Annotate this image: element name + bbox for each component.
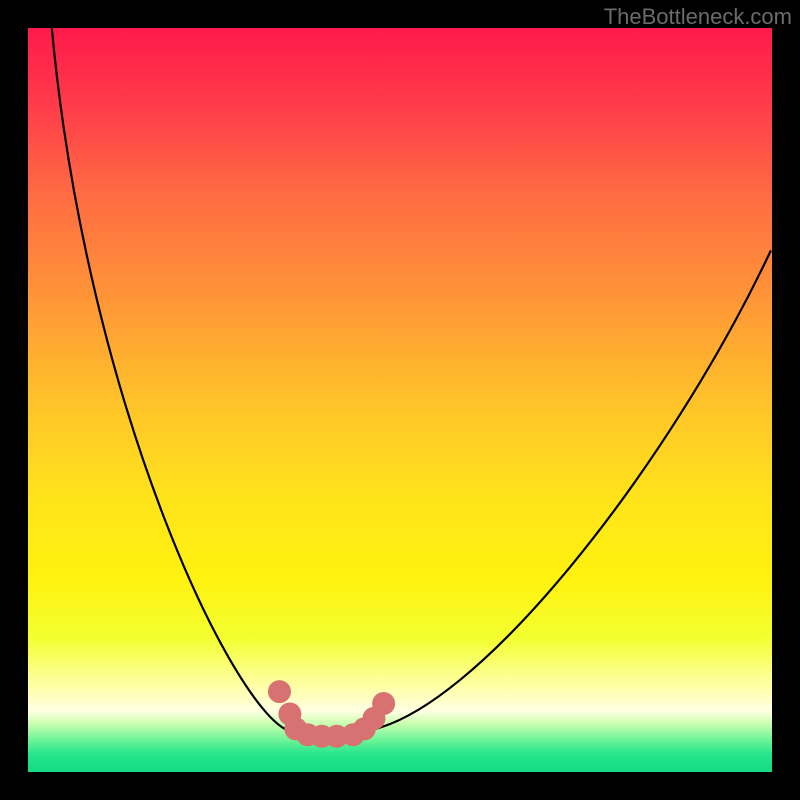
valley-markers <box>28 28 772 772</box>
plot-area <box>28 28 772 772</box>
valley-marker <box>268 681 290 703</box>
source-watermark: TheBottleneck.com <box>604 4 792 30</box>
valley-marker <box>373 693 395 715</box>
